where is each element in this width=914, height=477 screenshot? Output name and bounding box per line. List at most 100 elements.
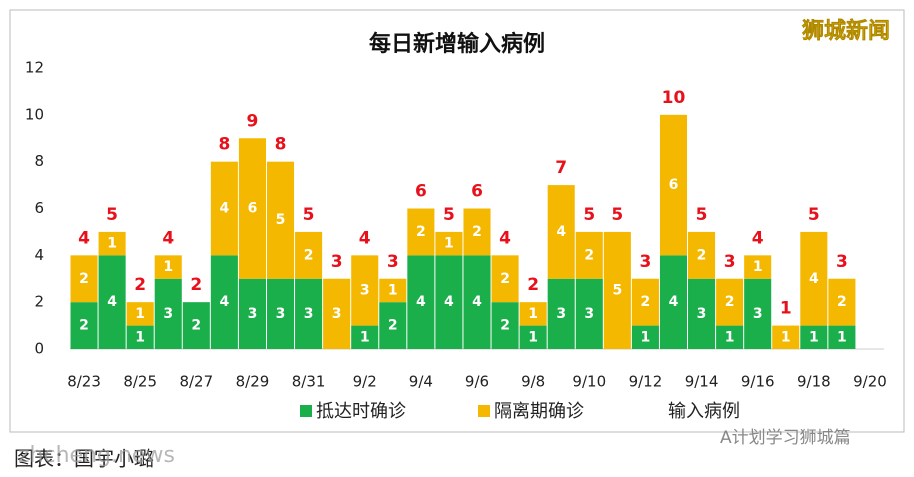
bar-segment: [154, 278, 182, 349]
bar-segment: [98, 255, 126, 349]
segment-label: 1: [388, 282, 398, 298]
segment-label: 4: [556, 224, 566, 240]
bar-segment: [744, 255, 772, 279]
segment-label: 2: [500, 318, 510, 334]
y-tick-label: 10: [25, 105, 44, 123]
segment-label: 2: [79, 271, 89, 287]
site-watermark: zhcheng.news: [18, 443, 175, 468]
segment-label: 5: [276, 212, 286, 228]
x-tick-label: 9/16: [741, 373, 775, 391]
y-tick-label: 2: [34, 293, 44, 311]
bar-segment: [659, 114, 688, 256]
total-label: 10: [662, 88, 686, 108]
bar-segment: [295, 231, 323, 279]
segment-label: 5: [612, 282, 622, 298]
segment-label: 2: [79, 318, 89, 334]
credit: 图表：国宇小璐: [14, 447, 154, 471]
bar-segment: [126, 302, 154, 326]
segment-label: 3: [360, 282, 370, 298]
segment-label: 1: [163, 259, 173, 275]
bar-segment: [463, 255, 491, 349]
segment-label: 2: [725, 294, 735, 310]
bar-segment: [828, 278, 856, 326]
total-label: 3: [387, 252, 399, 272]
bar-segment: [800, 325, 828, 349]
bar-segment: [491, 302, 519, 349]
bar-segment: [772, 325, 800, 349]
legend-swatch: [478, 405, 490, 417]
bar-segment: [210, 161, 238, 256]
bar-segment: [828, 325, 856, 349]
segment-label: 4: [669, 294, 679, 310]
segment-label: 3: [163, 306, 173, 322]
total-label: 4: [499, 228, 511, 248]
segment-label: 3: [697, 306, 707, 322]
y-tick-label: 0: [34, 340, 44, 358]
bar-segment: [716, 325, 744, 349]
segment-label: 1: [528, 306, 538, 322]
segment-label: 2: [837, 294, 847, 310]
x-tick-label: 8/31: [292, 373, 326, 391]
segment-label: 6: [669, 177, 679, 193]
bar-segment: [688, 231, 716, 279]
segment-label: 4: [472, 294, 482, 310]
total-label: 7: [555, 158, 567, 178]
y-tick-label: 4: [34, 246, 44, 264]
bar-segment: [631, 278, 659, 326]
total-label: 9: [247, 111, 259, 131]
segment-label: 2: [191, 318, 201, 334]
x-tick-label: 8/27: [179, 373, 213, 391]
bar-segment: [547, 185, 575, 279]
legend-label: 抵达时确诊: [316, 401, 406, 422]
bar-segment: [435, 255, 463, 349]
segment-label: 6: [248, 201, 258, 217]
x-tick-label: 9/4: [409, 373, 433, 391]
bar-segment: [463, 208, 491, 256]
segment-label: 1: [781, 329, 791, 345]
segment-label: 1: [135, 306, 145, 322]
segment-label: 1: [107, 236, 117, 252]
segment-label: 1: [360, 329, 370, 345]
y-tick-label: 8: [34, 152, 44, 170]
segment-label: 1: [753, 259, 763, 275]
x-tick-label: 9/12: [629, 373, 663, 391]
bar-segment: [154, 255, 182, 279]
bar-segment: [519, 302, 547, 326]
segment-label: 2: [697, 247, 707, 263]
x-tick-label: 9/10: [572, 373, 606, 391]
segment-label: 1: [725, 329, 735, 345]
bar-segment: [631, 325, 659, 349]
segment-label: 2: [304, 247, 314, 263]
bar-segment: [238, 138, 266, 279]
total-label: 5: [808, 205, 820, 225]
segment-label: 3: [753, 306, 763, 322]
segment-label: 1: [135, 329, 145, 345]
bar-segment: [323, 278, 351, 349]
x-tick-label: 9/2: [353, 373, 377, 391]
segment-label: 2: [500, 271, 510, 287]
legend-label: 隔离期确诊: [494, 401, 584, 422]
bar-segment: [379, 278, 407, 303]
bar-segment: [98, 231, 126, 256]
account-watermark: A计划学习狮城篇: [720, 428, 851, 448]
bar-segment: [603, 231, 631, 349]
legend-swatch: [300, 405, 312, 417]
total-label: 5: [106, 205, 118, 225]
segment-label: 1: [641, 329, 651, 345]
x-tick-label: 9/20: [853, 373, 887, 391]
bar-segment: [688, 278, 716, 349]
segment-label: 3: [584, 306, 594, 322]
total-label: 2: [190, 275, 202, 295]
bar-segment: [575, 231, 603, 279]
bar-segment: [295, 278, 323, 349]
segment-label: 1: [444, 236, 454, 252]
segment-label: 3: [276, 306, 286, 322]
bar-segment: [351, 325, 379, 349]
chart-title: 每日新增输入病例: [369, 31, 545, 57]
segment-label: 4: [444, 294, 454, 310]
total-label: 5: [583, 205, 595, 225]
bar-segment: [70, 302, 98, 349]
total-label: 8: [275, 135, 287, 155]
